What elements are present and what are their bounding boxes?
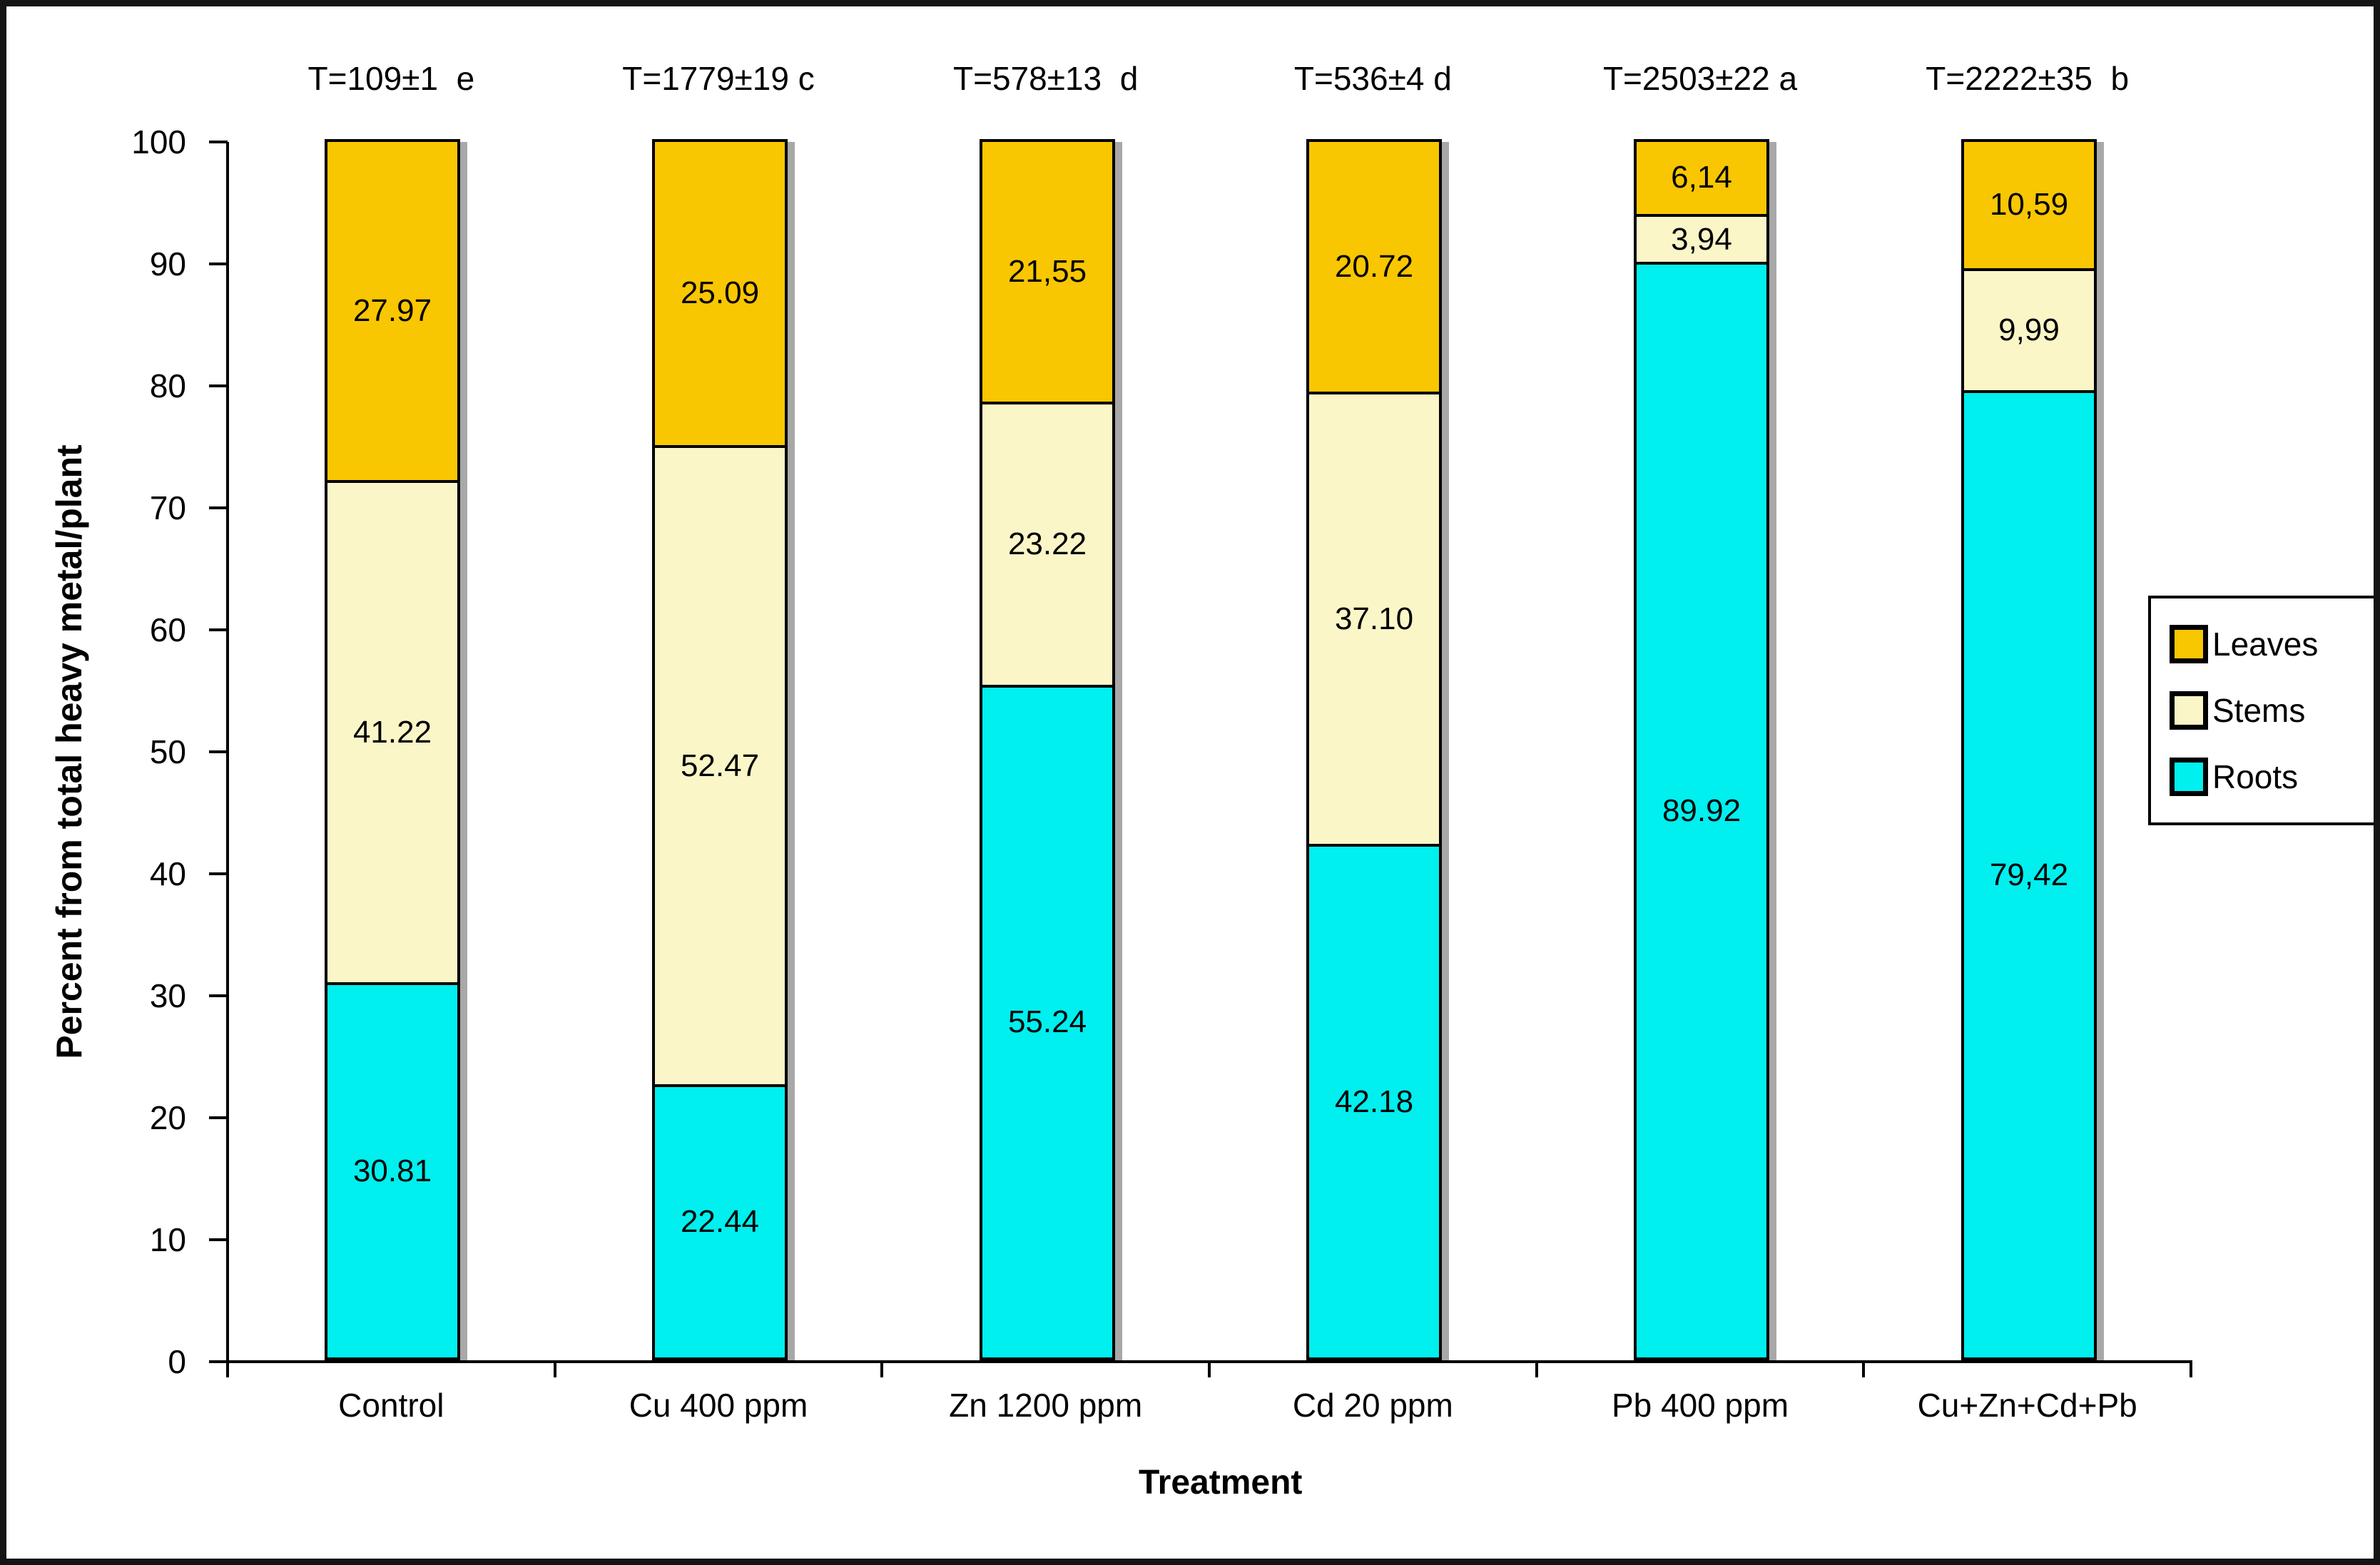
y-tick-mark [209, 750, 228, 753]
y-tick-mark [209, 384, 228, 387]
bar-segment-roots: 89.92 [1634, 262, 1769, 1360]
legend-swatch-roots [2170, 757, 2208, 796]
bar-segment-roots: 42.18 [1306, 843, 1442, 1360]
bar-segment-leaves: 20.72 [1306, 139, 1442, 394]
legend-label: Leaves [2212, 626, 2319, 663]
y-tick-label: 20 [149, 1099, 186, 1136]
x-tick-mark [226, 1362, 229, 1377]
bar-value-label: 20.72 [1334, 248, 1414, 284]
bar-control: 30.81 41.22 27.97 [325, 139, 460, 1360]
y-tick-label: 60 [149, 611, 186, 648]
y-tick-label: 100 [131, 123, 186, 160]
legend: Leaves Stems Roots [2148, 596, 2374, 825]
y-tick-mark [209, 628, 228, 631]
bar-segment-leaves: 21,55 [980, 138, 1115, 404]
category-label: Control [338, 1387, 444, 1424]
bar-cd-20-ppm: 42.18 37.10 20.72 [1306, 139, 1442, 1360]
x-tick-mark [2190, 1362, 2192, 1377]
bar-value-label: 30.81 [352, 1153, 432, 1188]
bars-group: 30.81 41.22 27.97 22.44 52.47 25.09 55.24 23.22… [229, 138, 2192, 1360]
bar-segment-leaves: 6,14 [1634, 139, 1769, 217]
y-tick-label: 80 [149, 367, 186, 404]
y-tick-label: 70 [149, 489, 186, 526]
bar-segment-leaves: 10,59 [1961, 139, 2097, 271]
bar-value-label: 25.09 [680, 275, 760, 311]
bar-cu-zn-cd-pb: 79,42 9,99 10,59 [1961, 139, 2097, 1360]
legend-label: Stems [2212, 691, 2306, 729]
x-tick-mark [1208, 1362, 1211, 1377]
bar-value-label: 41.22 [352, 714, 432, 750]
bar-value-label: 42.18 [1334, 1084, 1414, 1119]
bar-value-label: 10,59 [1989, 187, 2069, 223]
legend-swatch-stems [2170, 690, 2208, 730]
bar-value-label: 55.24 [1007, 1004, 1087, 1040]
bar-value-label: 89.92 [1662, 793, 1741, 829]
x-tick-mark [1862, 1362, 1866, 1377]
y-tick-mark [209, 1116, 228, 1119]
y-tick-mark [209, 872, 228, 875]
total-annotation: T=2503±22 a [1602, 60, 1798, 97]
total-annotation: T=578±13 d [953, 60, 1139, 97]
x-tick-mark [553, 1362, 556, 1377]
plot-area: 30.81 41.22 27.97 22.44 52.47 25.09 55.24 23.22… [226, 138, 2192, 1363]
bar-value-label: 79,42 [1989, 857, 2069, 892]
bar-segment-stems: 52.47 [652, 444, 788, 1087]
bar-cu-400-ppm: 22.44 52.47 25.09 [652, 139, 788, 1360]
total-annotation: T=536±4 d [1293, 60, 1452, 97]
bar-value-label: 37.10 [1334, 601, 1414, 636]
bar-segment-roots: 79,42 [1961, 389, 2097, 1360]
bar-value-label: 52.47 [680, 748, 760, 783]
total-annotation: T=2222±35 b [1926, 60, 2130, 97]
total-annotation: T=109±1 e [307, 60, 475, 97]
legend-item-leaves: Leaves [2170, 625, 2374, 664]
legend-label: Roots [2212, 758, 2299, 795]
y-tick-label: 30 [149, 977, 186, 1014]
legend-swatch-leaves [2170, 625, 2208, 664]
category-label: Cu+Zn+Cd+Pb [1917, 1387, 2137, 1424]
bar-segment-roots: 55.24 [980, 684, 1115, 1360]
bar-value-label: 21,55 [1007, 253, 1087, 289]
y-tick-label: 50 [149, 733, 186, 770]
bar-segment-stems: 37.10 [1306, 391, 1442, 847]
y-tick-mark [209, 994, 228, 997]
y-tick-label: 10 [149, 1221, 186, 1258]
category-label: Zn 1200 ppm [949, 1387, 1143, 1424]
y-tick-mark [209, 1360, 228, 1363]
bar-pb-400-ppm: 89.92 3,94 6,14 [1634, 139, 1769, 1360]
legend-item-roots: Roots [2170, 757, 2374, 796]
bar-value-label: 22.44 [680, 1204, 760, 1240]
y-tick-label: 40 [149, 855, 186, 892]
x-tick-mark [880, 1362, 884, 1377]
bar-zn-1200-ppm: 55.24 23.22 21,55 [980, 138, 1115, 1360]
category-label: Cu 400 ppm [629, 1387, 808, 1424]
y-tick-mark [209, 141, 228, 143]
y-tick-mark [209, 262, 228, 265]
bar-segment-stems: 23.22 [980, 401, 1115, 688]
bar-segment-stems: 3,94 [1634, 213, 1769, 265]
category-label: Cd 20 ppm [1292, 1387, 1453, 1424]
bar-segment-leaves: 27.97 [325, 139, 460, 483]
bar-value-label: 9,99 [1998, 312, 2060, 348]
y-tick-label: 90 [149, 245, 186, 282]
y-tick-label: 0 [168, 1343, 186, 1380]
bar-value-label: 23.22 [1007, 526, 1087, 562]
bar-segment-roots: 30.81 [325, 982, 460, 1360]
bar-segment-roots: 22.44 [652, 1084, 788, 1360]
category-label: Pb 400 ppm [1611, 1387, 1789, 1424]
y-tick-mark [209, 506, 228, 509]
legend-item-stems: Stems [2170, 690, 2374, 730]
bar-segment-stems: 9,99 [1961, 267, 2097, 393]
x-tick-mark [1535, 1362, 1538, 1377]
x-axis-title: Treatment [1139, 1464, 1303, 1502]
y-tick-mark [209, 1238, 228, 1241]
bar-value-label: 27.97 [352, 292, 432, 328]
total-annotation: T=1779±19 c [622, 60, 815, 97]
bar-segment-stems: 41.22 [325, 479, 460, 985]
bar-value-label: 6,14 [1671, 160, 1732, 195]
bar-segment-leaves: 25.09 [652, 139, 788, 448]
bar-value-label: 3,94 [1671, 221, 1732, 257]
